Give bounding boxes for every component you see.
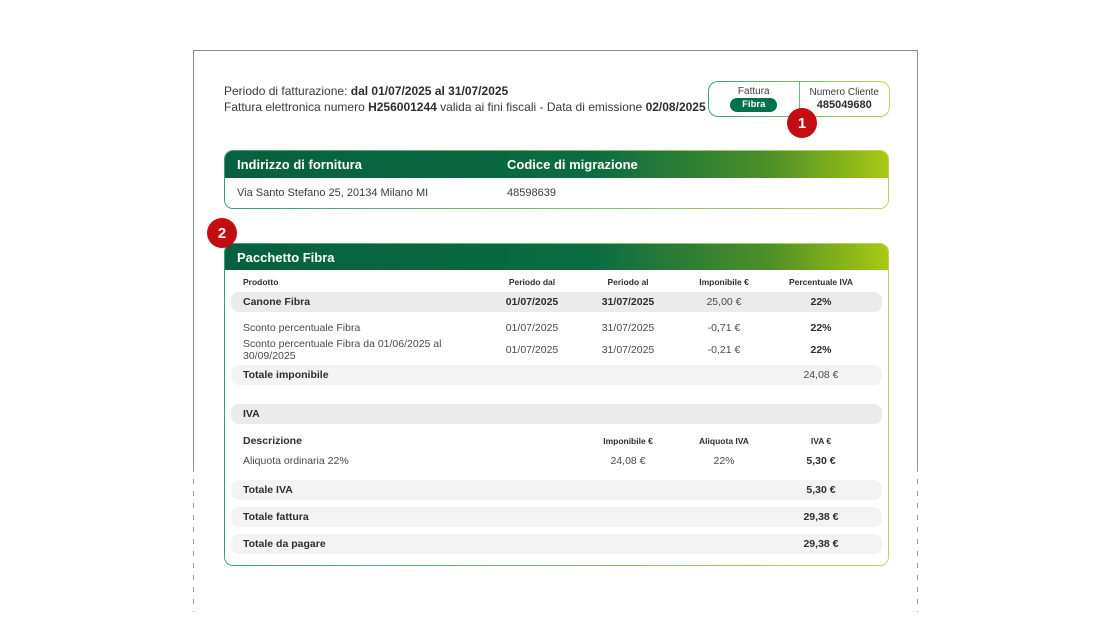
cell-from: 01/07/2025 — [505, 322, 559, 334]
supply-address-row: Via Santo Stefano 25, 20134 Milano MI 48… — [225, 178, 888, 208]
page-border-left — [193, 50, 194, 467]
col-iva-imponibile: Imponibile € — [603, 436, 653, 446]
col-periodo-al: Periodo al — [607, 277, 649, 287]
col-iva-euro: IVA € — [810, 436, 832, 446]
cell-product: Canone Fibra — [243, 296, 311, 308]
page-border-left-dashed — [193, 467, 194, 612]
page-border-top — [193, 50, 918, 51]
col-periodo-dal: Periodo dal — [508, 277, 556, 287]
customer-number-value: 485049680 — [816, 99, 872, 111]
invoice-number-line: Fattura elettronica numero H256001244 va… — [224, 100, 706, 114]
supply-address-section: Indirizzo di fornitura Codice di migrazi… — [224, 150, 889, 209]
billing-period-line: Periodo di fatturazione: dal 01/07/2025 … — [224, 84, 509, 98]
info-box-divider — [798, 82, 800, 116]
totale-fattura-label: Totale fattura — [243, 511, 309, 523]
cell-amount: -0,71 € — [707, 322, 741, 334]
cell-vat: 22% — [810, 344, 832, 356]
fibra-badge: Fibra — [730, 98, 778, 112]
table-row-sconto-1: Sconto percentuale Fibra 01/07/2025 31/0… — [231, 318, 882, 338]
cell-aliquota: 22% — [713, 455, 735, 467]
package-fibra-section: Pacchetto Fibra Prodotto Periodo dal Per… — [224, 243, 889, 566]
cell-from: 01/07/2025 — [505, 344, 559, 356]
cell-to: 31/07/2025 — [601, 296, 655, 308]
totale-imponibile-label: Totale imponibile — [243, 369, 329, 381]
totale-da-pagare-label: Totale da pagare — [243, 538, 326, 550]
invoice-page: Periodo di fatturazione: dal 01/07/2025 … — [193, 50, 918, 612]
totale-fattura-row: Totale fattura 29,38 € — [231, 507, 882, 527]
supply-address-inner: Indirizzo di fornitura Codice di migrazi… — [225, 151, 888, 208]
package-fibra-inner: Pacchetto Fibra Prodotto Periodo dal Per… — [225, 244, 888, 565]
totale-iva-row: Totale IVA 5,30 € — [231, 480, 882, 500]
cell-product: Sconto percentuale Fibra da 01/06/2025 a… — [243, 338, 442, 362]
totale-da-pagare-value: 29,38 € — [803, 538, 839, 550]
totale-da-pagare-row: Totale da pagare 29,38 € — [231, 534, 882, 554]
iva-section-bar: IVA — [231, 404, 882, 424]
cell-from: 01/07/2025 — [505, 296, 559, 308]
migration-code-column: Codice di migrazione — [507, 157, 638, 172]
customer-info-inner: Fattura Fibra Numero Cliente 485049680 — [709, 82, 889, 116]
cell-to: 31/07/2025 — [601, 344, 655, 356]
invoice-type-label: Fattura — [737, 86, 770, 97]
customer-number-cell: Numero Cliente 485049680 — [800, 82, 890, 116]
supply-address-header: Indirizzo di fornitura Codice di migrazi… — [225, 151, 888, 178]
cell-to: 31/07/2025 — [601, 322, 655, 334]
page-border-right-dashed — [917, 467, 918, 612]
package-fibra-header: Pacchetto Fibra — [225, 244, 888, 270]
totale-imponibile-value: 24,08 € — [803, 369, 839, 381]
package-title: Pacchetto Fibra — [237, 249, 335, 265]
supply-address-column: Indirizzo di fornitura — [237, 157, 362, 172]
page-border-right — [917, 50, 918, 467]
cell-imponibile: 24,08 € — [610, 455, 646, 467]
col-imponibile: Imponibile € — [699, 277, 749, 287]
iva-header-row: Descrizione Imponibile € Aliquota IVA IV… — [231, 431, 882, 451]
billing-period-header: Periodo di fatturazione: dal 01/07/2025 … — [224, 83, 706, 115]
col-prodotto: Prodotto — [243, 277, 279, 287]
callout-1-badge: 1 — [787, 108, 817, 138]
cell-amount: 25,00 € — [706, 296, 742, 308]
iva-row-aliquota-ordinaria: Aliquota ordinaria 22% 24,08 € 22% 5,30 … — [231, 451, 882, 471]
callout-2-badge: 2 — [207, 218, 237, 248]
totale-fattura-value: 29,38 € — [803, 511, 839, 523]
totale-iva-label: Totale IVA — [243, 484, 293, 496]
table-header-row: Prodotto Periodo dal Periodo al Imponibi… — [231, 272, 882, 292]
col-aliquota-iva: Aliquota IVA — [699, 436, 749, 446]
invoice-type-cell: Fattura Fibra — [709, 82, 799, 116]
cell-amount: -0,21 € — [707, 344, 741, 356]
col-percentuale-iva: Percentuale IVA — [788, 277, 854, 287]
totale-iva-value: 5,30 € — [806, 484, 836, 496]
migration-code-value: 48598639 — [507, 187, 556, 199]
iva-title: IVA — [243, 408, 260, 420]
cell-vat: 22% — [810, 296, 832, 308]
supply-address-value: Via Santo Stefano 25, 20134 Milano MI — [237, 187, 429, 199]
totale-imponibile-row: Totale imponibile 24,08 € — [231, 365, 882, 385]
customer-info-box: Fattura Fibra Numero Cliente 485049680 — [708, 81, 890, 117]
table-row-sconto-2: Sconto percentuale Fibra da 01/06/2025 a… — [231, 338, 882, 362]
cell-iva: 5,30 € — [806, 455, 836, 467]
cell-vat: 22% — [810, 322, 832, 334]
col-descrizione: Descrizione — [243, 435, 302, 447]
cell-product: Sconto percentuale Fibra — [243, 322, 361, 334]
cell-desc: Aliquota ordinaria 22% — [243, 455, 349, 467]
table-row-canone-fibra: Canone Fibra 01/07/2025 31/07/2025 25,00… — [231, 292, 882, 312]
customer-number-label: Numero Cliente — [809, 87, 879, 98]
package-table: Prodotto Periodo dal Periodo al Imponibi… — [225, 270, 888, 565]
